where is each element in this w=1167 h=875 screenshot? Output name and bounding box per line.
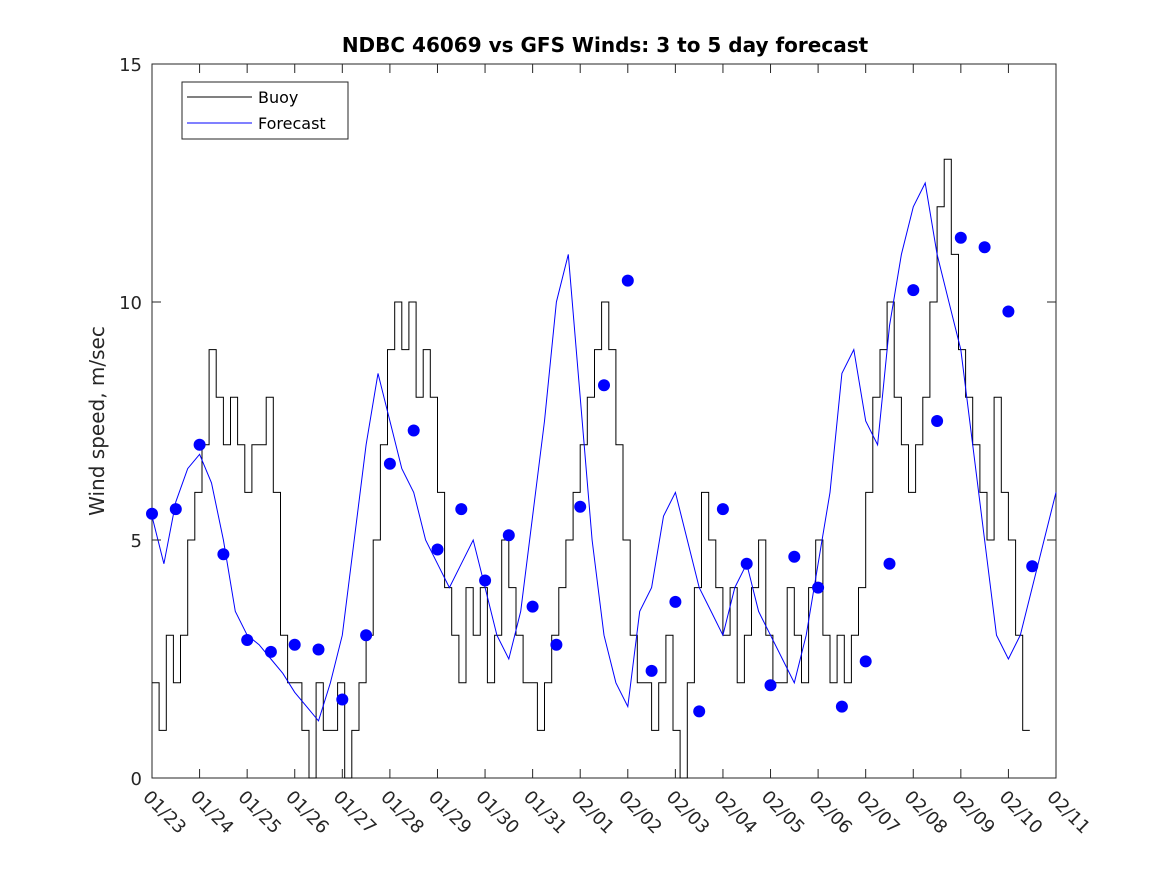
forecast-markers — [146, 231, 1039, 718]
x-tick-label: 02/11 — [1042, 787, 1094, 839]
x-tick-label: 02/09 — [947, 787, 999, 839]
x-tick-label: 02/01 — [567, 787, 619, 839]
forecast-point — [812, 581, 825, 594]
x-tick-label: 01/29 — [424, 787, 476, 839]
forecast-point — [383, 457, 396, 470]
legend-box — [181, 81, 349, 140]
x-tick-label: 02/08 — [900, 787, 952, 839]
x-tick-labels: 01/2301/2401/2501/2601/2701/2801/2901/30… — [138, 787, 1094, 839]
chart-title: NDBC 46069 vs GFS Winds: 3 to 5 day fore… — [342, 33, 869, 57]
forecast-point — [740, 557, 753, 570]
x-tick-label: 01/25 — [234, 787, 286, 839]
forecast-point — [764, 679, 777, 692]
x-tick-label: 02/07 — [852, 787, 904, 839]
forecast-point — [1026, 560, 1039, 573]
forecast-point — [907, 284, 920, 297]
forecast-point — [669, 595, 682, 608]
x-tick-label: 01/27 — [329, 787, 381, 839]
series-layer — [151, 158, 1057, 779]
axis-ticks — [151, 63, 1057, 779]
forecast-point — [574, 500, 587, 513]
x-tick-label: 02/04 — [709, 787, 761, 839]
forecast-point — [264, 645, 277, 658]
legend-label-buoy: Buoy — [258, 88, 298, 107]
forecast-point — [193, 438, 206, 451]
legend: Buoy Forecast — [181, 81, 349, 140]
legend-label-forecast: Forecast — [258, 114, 326, 133]
forecast-point — [883, 557, 896, 570]
y-axis-label: Wind speed, m/sec — [85, 326, 109, 516]
forecast-point — [312, 643, 325, 656]
forecast-point — [241, 634, 254, 646]
x-tick-label: 02/06 — [805, 787, 857, 839]
forecast-point — [621, 274, 634, 287]
forecast-point — [954, 231, 967, 244]
x-tick-label: 01/26 — [281, 787, 333, 839]
plot-frame — [151, 63, 1057, 779]
plot-area — [146, 63, 1057, 779]
forecast-series-line — [151, 181, 1057, 722]
x-tick-label: 01/28 — [376, 787, 428, 839]
forecast-point — [526, 600, 539, 613]
forecast-point — [431, 543, 444, 556]
forecast-point — [502, 529, 515, 542]
forecast-point — [479, 574, 492, 587]
forecast-point — [169, 503, 182, 516]
forecast-point — [859, 655, 872, 668]
forecast-point — [835, 700, 848, 713]
x-tick-label: 01/30 — [472, 787, 524, 839]
forecast-point — [360, 629, 373, 642]
forecast-point — [217, 548, 230, 561]
forecast-point — [788, 550, 801, 563]
x-tick-label: 01/31 — [519, 787, 571, 839]
x-tick-label: 02/05 — [757, 787, 809, 839]
forecast-point — [598, 379, 610, 392]
forecast-point — [146, 507, 158, 520]
y-tick-label: 10 — [119, 293, 142, 314]
forecast-point — [645, 664, 658, 677]
y-tick-label: 15 — [119, 55, 142, 76]
y-tick-label: 5 — [131, 531, 142, 552]
y-tick-label: 0 — [131, 769, 142, 790]
forecast-point — [1002, 305, 1015, 318]
forecast-point — [693, 705, 706, 718]
x-tick-label: 01/24 — [186, 787, 238, 839]
forecast-point — [407, 424, 420, 437]
forecast-point — [716, 503, 729, 516]
forecast-point — [455, 503, 468, 516]
forecast-point — [978, 241, 991, 254]
forecast-point — [288, 638, 301, 651]
buoy-series-line — [152, 158, 1030, 779]
forecast-point — [931, 415, 944, 427]
x-tick-label: 02/10 — [995, 787, 1047, 839]
forecast-point — [550, 638, 563, 651]
x-tick-label: 02/03 — [662, 787, 714, 839]
y-tick-labels: 0 5 10 15 — [119, 55, 142, 790]
x-tick-label: 02/02 — [614, 787, 666, 839]
forecast-point — [336, 693, 349, 706]
x-tick-label: 01/23 — [138, 787, 190, 839]
